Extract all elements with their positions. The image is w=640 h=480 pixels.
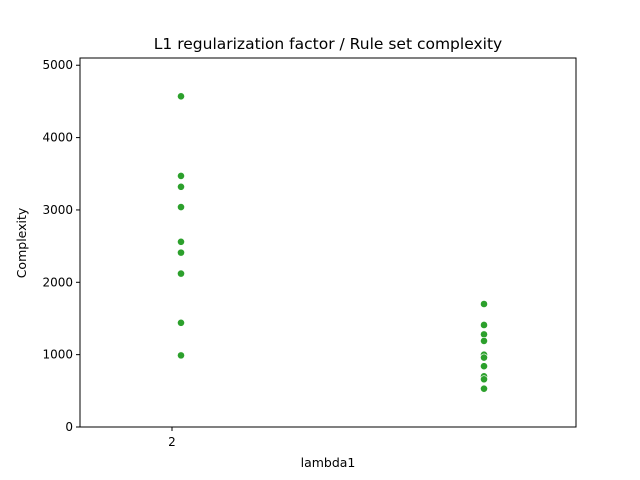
data-point	[480, 362, 488, 371]
y-tick-label: 4000	[42, 131, 73, 145]
y-axis: 0 1000 2000 3000 4000 5000	[42, 58, 80, 434]
chart-title: L1 regularization factor / Rule set comp…	[154, 35, 502, 53]
data-point	[480, 336, 488, 345]
data-point	[480, 353, 488, 362]
data-point	[177, 182, 185, 191]
plot-area	[79, 57, 577, 428]
data-point	[177, 237, 185, 246]
data-point	[177, 172, 185, 180]
data-points	[177, 92, 488, 393]
data-point	[177, 269, 185, 278]
x-tick-label: 2	[168, 435, 176, 449]
data-point	[177, 203, 185, 211]
data-point	[480, 375, 488, 384]
y-tick-label: 2000	[42, 275, 73, 289]
y-axis-title: Complexity	[14, 207, 29, 278]
data-point	[480, 321, 488, 329]
y-tick-label: 1000	[42, 348, 73, 362]
data-point	[480, 330, 488, 339]
y-tick-label: 3000	[42, 203, 73, 217]
x-axis-title: lambda1	[301, 455, 356, 470]
data-point	[480, 384, 488, 393]
x-axis: 2	[168, 427, 176, 449]
data-point	[480, 300, 488, 308]
y-tick-label: 5000	[42, 58, 73, 72]
data-point	[177, 318, 185, 327]
y-tick-label: 0	[65, 420, 73, 434]
data-point	[177, 351, 185, 360]
data-point	[177, 248, 185, 257]
data-point	[177, 92, 185, 101]
